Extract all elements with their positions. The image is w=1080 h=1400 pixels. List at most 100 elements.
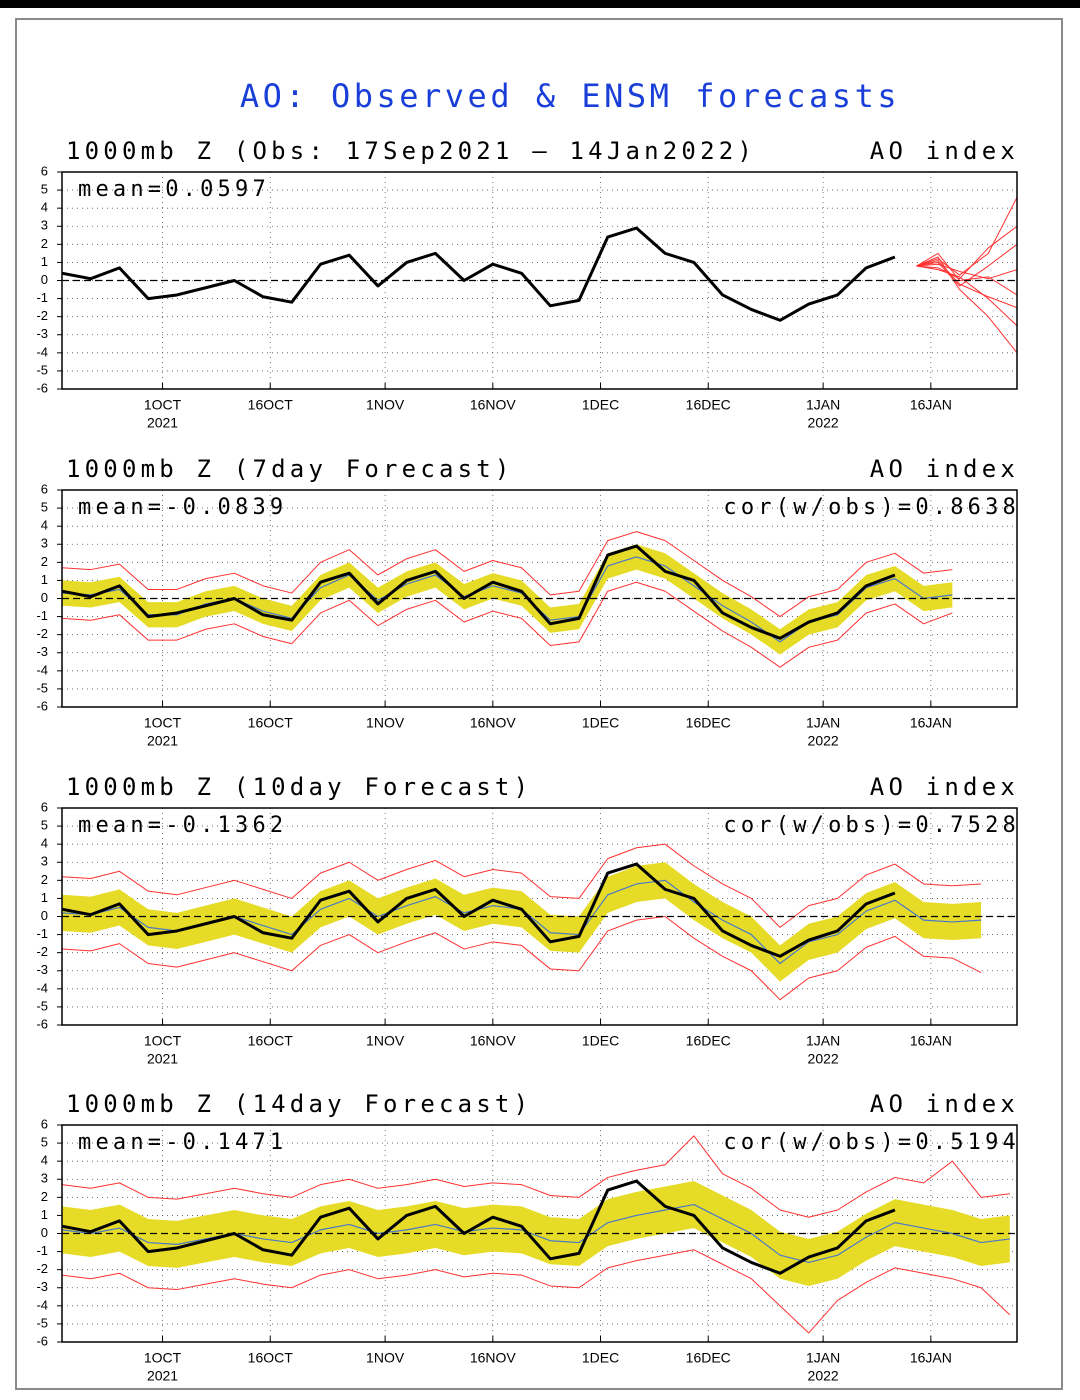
x-tick-label: 16DEC	[686, 1033, 731, 1049]
y-tick-label: 3	[41, 1171, 48, 1186]
y-tick-label: -3	[36, 1279, 48, 1294]
x-tick-label: 16NOV	[470, 715, 517, 731]
y-tick-label: -4	[36, 1297, 48, 1312]
panel-title: 1000mb Z (7day Forecast)	[66, 455, 514, 483]
y-tick-label: -1	[36, 926, 48, 941]
cor-label: cor(w/obs)=0.5194	[723, 1130, 1020, 1155]
y-tick-label: 5	[41, 1135, 48, 1150]
x-tick-label: 16OCT	[248, 715, 294, 731]
x-year-label: 2022	[808, 733, 839, 749]
y-tick-label: 3	[41, 218, 48, 233]
x-tick-label: 16NOV	[470, 1033, 517, 1049]
observed-line	[62, 862, 896, 958]
y-tick-label: 6	[41, 799, 48, 814]
plot-frame	[61, 171, 1018, 390]
y-tick-label: -6	[36, 698, 48, 713]
x-tick-label: 1DEC	[582, 1033, 619, 1049]
ensemble-member	[916, 265, 1017, 327]
observed-line	[62, 226, 896, 322]
y-tick-label: -2	[36, 1261, 48, 1276]
y-tick-label: -4	[36, 980, 48, 995]
x-tick-label: 16DEC	[686, 1350, 731, 1366]
top-bar	[0, 0, 1080, 8]
y-tick-label: 0	[41, 590, 48, 605]
y-tick-label: 6	[41, 481, 48, 496]
spread-band	[62, 544, 953, 655]
y-tick-label: 4	[41, 518, 48, 533]
x-tick-label: 1NOV	[366, 715, 405, 731]
y-tick-label: -5	[36, 998, 48, 1013]
y-tick-label: 6	[41, 1116, 48, 1131]
x-tick-label: 16JAN	[910, 715, 952, 731]
x-tick-label: 1OCT	[144, 1350, 182, 1366]
y-tick-label: -2	[36, 626, 48, 641]
x-tick-label: 1NOV	[366, 1350, 405, 1366]
x-tick-label: 1OCT	[144, 397, 182, 413]
y-tick-label: -3	[36, 326, 48, 341]
y-tick-label: 0	[41, 1225, 48, 1240]
cor-label: cor(w/obs)=0.8638	[723, 495, 1020, 520]
panel-right-title: AO index	[870, 773, 1019, 801]
plot	[62, 808, 1017, 1025]
y-tick-label: 5	[41, 182, 48, 197]
frame	[15, 18, 1063, 1390]
x-tick-label: 16DEC	[686, 397, 731, 413]
y-tick-label: 1	[41, 890, 48, 905]
y-tick-label: -5	[36, 362, 48, 377]
y-tick-label: -5	[36, 1315, 48, 1330]
y-tick-label: 0	[41, 908, 48, 923]
x-tick-label: 1JAN	[806, 1350, 840, 1366]
y-tick-label: 1	[41, 1207, 48, 1222]
y-tick-label: -2	[36, 308, 48, 323]
panel-right-title: AO index	[870, 1090, 1019, 1118]
x-tick-label: 1NOV	[366, 1033, 405, 1049]
y-tick-label: 2	[41, 872, 48, 887]
observed-line	[62, 544, 896, 640]
y-tick-label: 6	[41, 163, 48, 178]
x-year-label: 2021	[147, 1368, 178, 1384]
panel-right-title: AO index	[870, 455, 1019, 483]
mean-label: mean=-0.1471	[78, 1130, 287, 1155]
ensemble-member	[916, 243, 1017, 287]
mean-label: mean=-0.0839	[78, 495, 287, 520]
range-line-lower	[62, 916, 982, 1001]
y-tick-label: 5	[41, 818, 48, 833]
observed-line	[62, 1179, 896, 1275]
x-tick-label: 16OCT	[248, 1033, 294, 1049]
x-tick-label: 1NOV	[366, 397, 405, 413]
y-tick-label: -6	[36, 1016, 48, 1031]
panel-title: 1000mb Z (10day Forecast)	[66, 773, 532, 801]
plot-frame	[61, 489, 1018, 708]
x-year-label: 2022	[808, 415, 839, 431]
x-tick-label: 1JAN	[806, 397, 840, 413]
x-year-label: 2021	[147, 1051, 178, 1067]
mean-label: mean=0.0597	[78, 177, 270, 202]
y-tick-label: -4	[36, 344, 48, 359]
y-tick-label: 2	[41, 554, 48, 569]
y-tick-label: 1	[41, 572, 48, 587]
y-tick-label: 0	[41, 272, 48, 287]
y-tick-label: 4	[41, 836, 48, 851]
y-tick-label: -5	[36, 680, 48, 695]
plot	[62, 172, 1017, 389]
range-line-upper	[62, 1135, 1010, 1218]
y-tick-label: -1	[36, 608, 48, 623]
y-tick-label: 2	[41, 1189, 48, 1204]
x-year-label: 2021	[147, 733, 178, 749]
y-tick-label: 4	[41, 200, 48, 215]
x-tick-label: 16JAN	[910, 1350, 952, 1366]
panel-right-title: AO index	[870, 137, 1019, 165]
y-tick-label: 3	[41, 854, 48, 869]
x-tick-label: 16OCT	[248, 397, 294, 413]
y-tick-label: -2	[36, 944, 48, 959]
page-title: AO: Observed & ENSM forecasts	[240, 77, 900, 115]
range-line-upper	[62, 531, 953, 618]
y-tick-label: 5	[41, 500, 48, 515]
y-tick-label: -6	[36, 1333, 48, 1348]
x-tick-label: 16NOV	[470, 1350, 517, 1366]
x-year-label: 2022	[808, 1051, 839, 1067]
y-tick-label: 2	[41, 236, 48, 251]
spread-band	[62, 862, 982, 982]
x-tick-label: 16NOV	[470, 397, 517, 413]
